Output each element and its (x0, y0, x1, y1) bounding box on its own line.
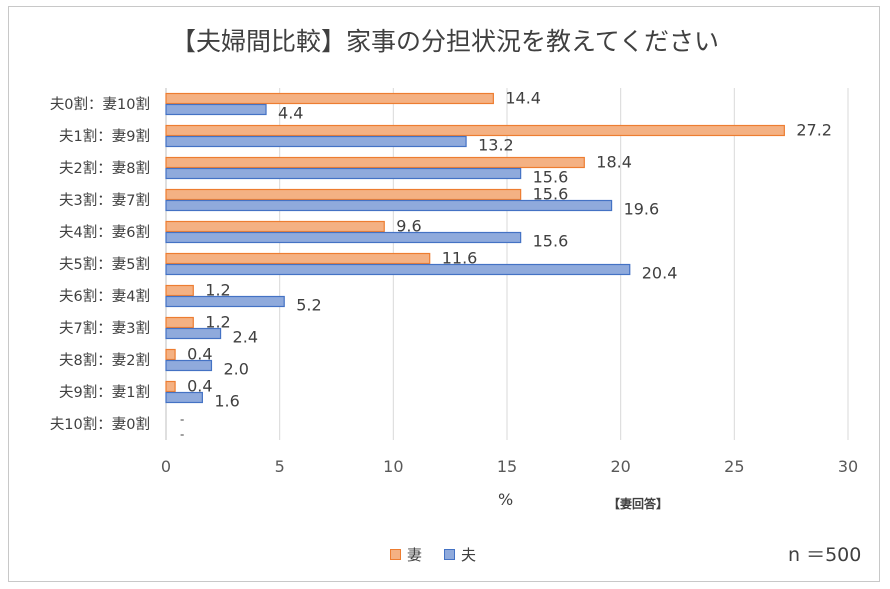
category-label: 夫0割：妻10割 (50, 96, 150, 113)
category-label: 夫4割：妻6割 (59, 224, 150, 241)
data-label-wife: 18.4 (596, 153, 632, 172)
bar-husband (165, 263, 631, 276)
sample-size-note: n ＝500 (788, 544, 862, 566)
category-label: 夫5割：妻5割 (59, 256, 150, 273)
category-label: 夫1割：妻9割 (59, 128, 150, 145)
bar-wife (165, 188, 522, 201)
data-label-husband: 15.6 (533, 168, 569, 187)
bar-husband (165, 135, 467, 148)
legend-label-husband: 夫 (461, 546, 477, 564)
data-label-husband: - (180, 428, 184, 442)
x-tick-label: 25 (724, 457, 744, 476)
category-label: 夫2割：妻8割 (59, 160, 150, 177)
bar-husband (165, 327, 222, 340)
bar-wife (165, 380, 176, 393)
bar-wife (165, 124, 785, 137)
category-label: 夫7割：妻3割 (59, 320, 150, 337)
bar-husband (165, 199, 613, 212)
data-label-wife: 14.4 (505, 89, 541, 108)
data-label-husband: 20.4 (642, 264, 678, 283)
data-label-husband: 4.4 (278, 104, 303, 123)
category-label: 夫9割：妻1割 (59, 384, 150, 401)
data-label-husband: 19.6 (624, 200, 660, 219)
bar-wife (165, 316, 194, 329)
x-tick-label: 10 (383, 457, 403, 476)
data-label-husband: 1.6 (214, 392, 239, 411)
data-label-wife: 0.4 (187, 377, 212, 396)
data-label-wife: 0.4 (187, 345, 212, 364)
legend-item-husband: 夫 (444, 544, 476, 565)
data-label-husband: 2.4 (233, 328, 258, 347)
bar-husband (165, 295, 285, 308)
data-label-husband: 13.2 (478, 136, 514, 155)
bar-wife (165, 252, 431, 265)
x-tick-label: 20 (610, 457, 630, 476)
legend-swatch-wife (390, 549, 401, 560)
data-label-wife: 1.2 (205, 281, 230, 300)
data-label-husband: 5.2 (296, 296, 321, 315)
data-label-wife: 11.6 (442, 249, 478, 268)
x-axis-label: % (498, 490, 514, 509)
bar-husband (165, 231, 522, 244)
category-label: 夫10割：妻0割 (50, 416, 150, 433)
bar-wife (165, 284, 194, 297)
legend-swatch-husband (444, 549, 456, 560)
respondent-note: 【妻回答】 (608, 497, 669, 511)
x-tick-label: 30 (838, 457, 858, 476)
data-label-husband: 15.6 (533, 232, 569, 251)
category-label: 夫6割：妻4割 (59, 288, 150, 305)
bar-wife (165, 92, 494, 105)
x-tick-label: 15 (497, 457, 517, 476)
data-label-wife: - (180, 413, 184, 427)
x-tick-label: 0 (161, 457, 171, 476)
bar-wife (165, 220, 385, 233)
bar-husband (165, 103, 267, 116)
legend: 妻 夫 (390, 544, 476, 565)
data-label-husband: 2.0 (223, 360, 248, 379)
bar-wife (165, 348, 176, 361)
data-label-wife: 9.6 (396, 217, 421, 236)
bar-wife (165, 156, 585, 169)
data-label-wife: 15.6 (533, 185, 569, 204)
bar-husband (165, 359, 213, 372)
chart-title: 【夫婦間比較】家事の分担状況を教えてください (170, 27, 719, 56)
legend-item-wife: 妻 (390, 544, 422, 565)
legend-label-wife: 妻 (407, 546, 423, 564)
bar-husband (165, 167, 522, 180)
bar-husband (165, 391, 203, 404)
data-label-wife: 27.2 (796, 121, 832, 140)
data-label-wife: 1.2 (205, 313, 230, 332)
category-label: 夫8割：妻2割 (59, 352, 150, 369)
category-label: 夫3割：妻7割 (59, 192, 150, 209)
x-tick-label: 5 (275, 457, 285, 476)
